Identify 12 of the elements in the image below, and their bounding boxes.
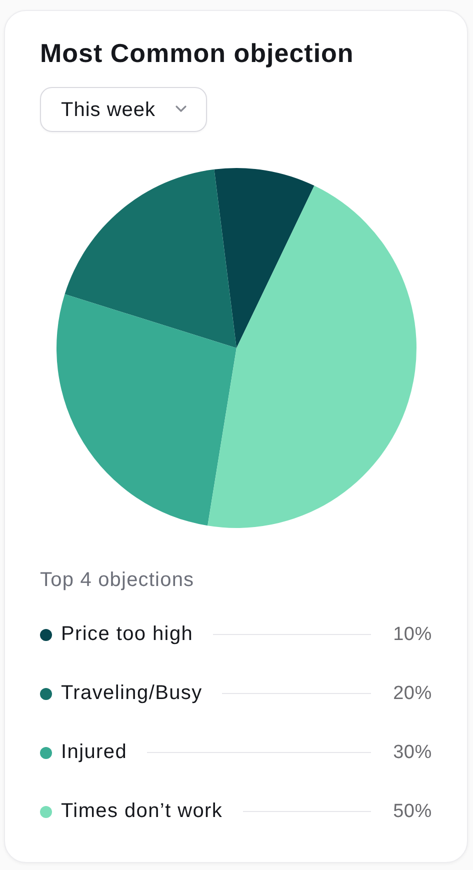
legend-label: Traveling/Busy (61, 682, 202, 705)
chart-subtitle: This week (61, 98, 156, 122)
data-label: 10% (393, 624, 432, 646)
legend-label: Injured (61, 741, 128, 764)
legend-label: Times don’t work (61, 800, 223, 823)
chart-title: Most Common objection (40, 38, 354, 68)
data-label: 50% (393, 800, 432, 822)
legend-title: Top 4 objections (40, 568, 196, 593)
dropdown: This week (40, 87, 207, 132)
data-label: 30% (393, 742, 432, 764)
legend-label: Price too high (61, 623, 194, 646)
data-label: 20% (393, 682, 432, 704)
